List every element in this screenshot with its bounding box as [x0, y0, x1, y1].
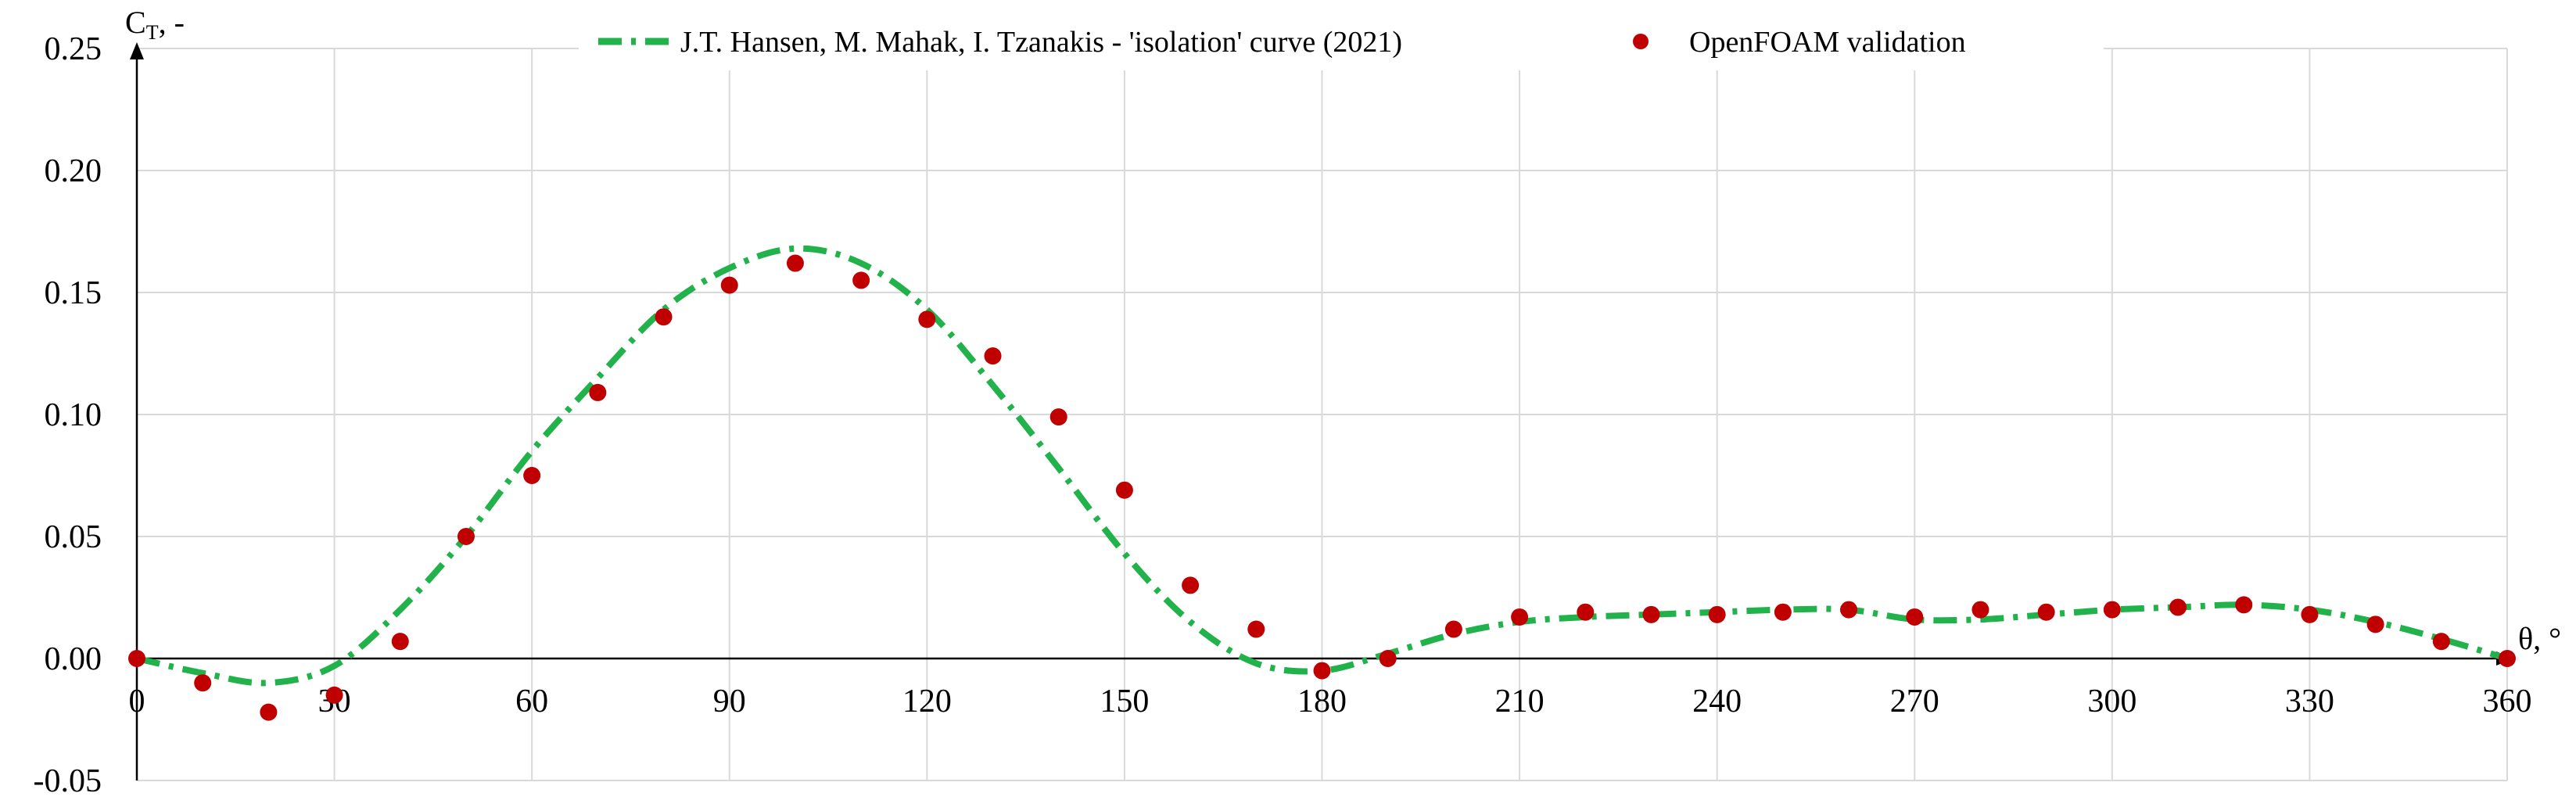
openfoam-point	[589, 383, 607, 401]
x-tick-label: 240	[1692, 684, 1742, 719]
x-tick-label: 210	[1495, 684, 1545, 719]
x-tick-label: 330	[2285, 684, 2334, 719]
openfoam-point	[918, 310, 936, 328]
openfoam-point	[1379, 650, 1397, 667]
x-tick-label: 120	[902, 684, 952, 719]
openfoam-point	[1708, 605, 1726, 623]
x-tick-label: 300	[2087, 684, 2137, 719]
openfoam-point	[1313, 662, 1331, 680]
openfoam-point	[1577, 603, 1595, 621]
openfoam-point	[1247, 620, 1265, 638]
openfoam-point	[2301, 605, 2319, 623]
openfoam-point	[1971, 601, 1989, 619]
openfoam-point	[1115, 481, 1133, 499]
openfoam-point	[655, 308, 673, 326]
x-tick-label: 360	[2483, 684, 2532, 719]
y-tick-label: 0.20	[45, 153, 102, 189]
legend-label-openfoam: OpenFOAM validation	[1689, 26, 1966, 59]
x-tick-label: 0	[129, 684, 145, 719]
legend-label-isolation-curve: J.T. Hansen, M. Mahak, I. Tzanakis - 'is…	[680, 26, 1402, 59]
openfoam-point	[1444, 620, 1462, 638]
y-tick-label: 0.00	[45, 641, 102, 677]
x-tick-label: 90	[713, 684, 746, 719]
openfoam-point	[457, 528, 475, 545]
openfoam-point	[1774, 603, 1792, 621]
legend: J.T. Hansen, M. Mahak, I. Tzanakis - 'is…	[579, 17, 2104, 70]
openfoam-point	[1642, 605, 1660, 623]
openfoam-point	[984, 347, 1002, 365]
x-tick-label: 60	[515, 684, 548, 719]
openfoam-point	[2366, 615, 2384, 633]
openfoam-series	[128, 254, 2516, 721]
openfoam-point	[720, 276, 738, 294]
y-tick-label: 0.15	[45, 275, 102, 311]
y-tick-label: -0.05	[34, 763, 102, 799]
y-tick-label: 0.25	[45, 31, 102, 67]
openfoam-point	[194, 674, 212, 692]
openfoam-point	[2235, 596, 2253, 614]
y-axis-label-subscript: T	[146, 21, 159, 44]
legend-background	[579, 17, 2104, 70]
openfoam-point	[325, 686, 343, 704]
x-tick-label: 270	[1890, 684, 1939, 719]
y-tick-label: 0.05	[45, 519, 102, 555]
openfoam-point	[1511, 608, 1529, 626]
openfoam-point	[2499, 650, 2516, 667]
x-tick-label: 150	[1100, 684, 1149, 719]
openfoam-point	[128, 650, 145, 667]
isolation-curve-series	[136, 245, 2509, 687]
openfoam-point	[523, 467, 541, 484]
openfoam-point	[1840, 601, 1858, 619]
openfoam-point	[391, 633, 409, 651]
isolation-curve-line	[136, 245, 2509, 687]
openfoam-point	[2432, 633, 2450, 651]
openfoam-point	[2169, 598, 2187, 616]
openfoam-point	[1182, 576, 1200, 594]
openfoam-point	[2037, 603, 2055, 621]
openfoam-point	[1906, 608, 1924, 626]
y-tick-label: 0.10	[45, 397, 102, 433]
x-axis-label: θ, °	[2518, 621, 2561, 656]
openfoam-point	[2103, 601, 2121, 619]
openfoam-point	[786, 254, 804, 272]
openfoam-point	[852, 271, 870, 289]
y-axis-label: CT, -	[125, 5, 185, 44]
x-tick-label: 180	[1297, 684, 1347, 719]
y-axis-arrow	[130, 42, 144, 59]
y-axis-label-suffix: , -	[159, 5, 185, 40]
openfoam-point	[1049, 408, 1067, 426]
openfoam-point	[260, 703, 278, 721]
legend-marker-swatch	[1633, 34, 1649, 49]
